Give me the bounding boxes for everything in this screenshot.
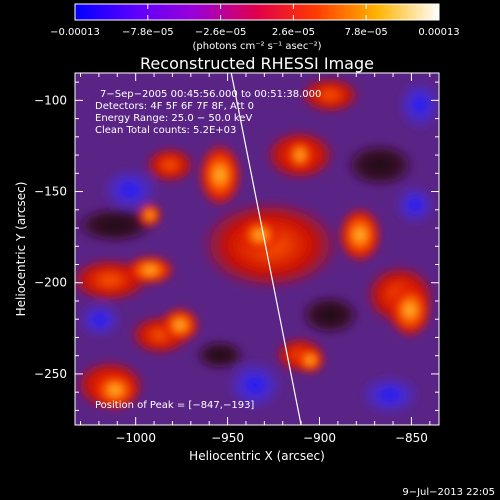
annotation-time: 7−Sep−2005 00:45:56.000 to 00:51:38.000 [100, 89, 321, 100]
colorbar-tick-label: 2.6e−05 [272, 27, 315, 38]
colorbar-tick-label: 7.8e−05 [345, 27, 388, 38]
colorbar-units: (photons cm⁻² s⁻¹ asec⁻²) [192, 41, 321, 52]
chart-title: Reconstructed RHESSI Image [140, 55, 374, 73]
plot: Reconstructed RHESSI Image [0, 55, 500, 500]
y-tick-label: −200 [34, 276, 67, 290]
heatmap-image [75, 73, 439, 425]
colorbar-tick-label: 0.00013 [418, 27, 459, 38]
y-tick-label: −250 [34, 367, 67, 381]
annotation-detectors: Detectors: 4F 5F 6F 7F 8F, Att 0 [95, 101, 254, 112]
colorbar-tick-label: −7.8e−05 [122, 27, 174, 38]
x-tick-label: −850 [395, 431, 428, 445]
plot-frame [74, 72, 440, 426]
y-tick-label: −150 [34, 185, 67, 199]
colorbar-gradient [74, 3, 440, 21]
colorbar-tick-label: −2.6e−05 [195, 27, 247, 38]
x-tick-label: −950 [211, 431, 244, 445]
solar-limb-line [230, 73, 302, 425]
annotation-clean: Clean Total counts: 5.2E+03 [95, 125, 236, 136]
x-tick-label: −1000 [115, 431, 156, 445]
colorbar: −0.00013 −7.8e−05 −2.6e−05 2.6e−05 7.8e−05 0.… [0, 0, 500, 55]
timestamp: 9−Jul−2013 22:05 [402, 487, 495, 498]
colorbar-svg: −0.00013 −7.8e−05 −2.6e−05 2.6e−05 7.8e−05 0.… [50, 3, 460, 52]
x-tick-label: −900 [303, 431, 336, 445]
annotation-peak: Position of Peak = [−847,−193] [95, 400, 254, 411]
y-axis-label: Heliocentric Y (arcsec) [14, 182, 28, 317]
colorbar-tick-label: −0.00013 [50, 27, 100, 38]
annotation-energy: Energy Range: 25.0 − 50.0 keV [95, 113, 252, 124]
x-axis-label: Heliocentric X (arcsec) [189, 449, 325, 463]
y-tick-label: −100 [34, 93, 67, 107]
heatmap-svg: Reconstructed RHESSI Image [14, 55, 495, 498]
